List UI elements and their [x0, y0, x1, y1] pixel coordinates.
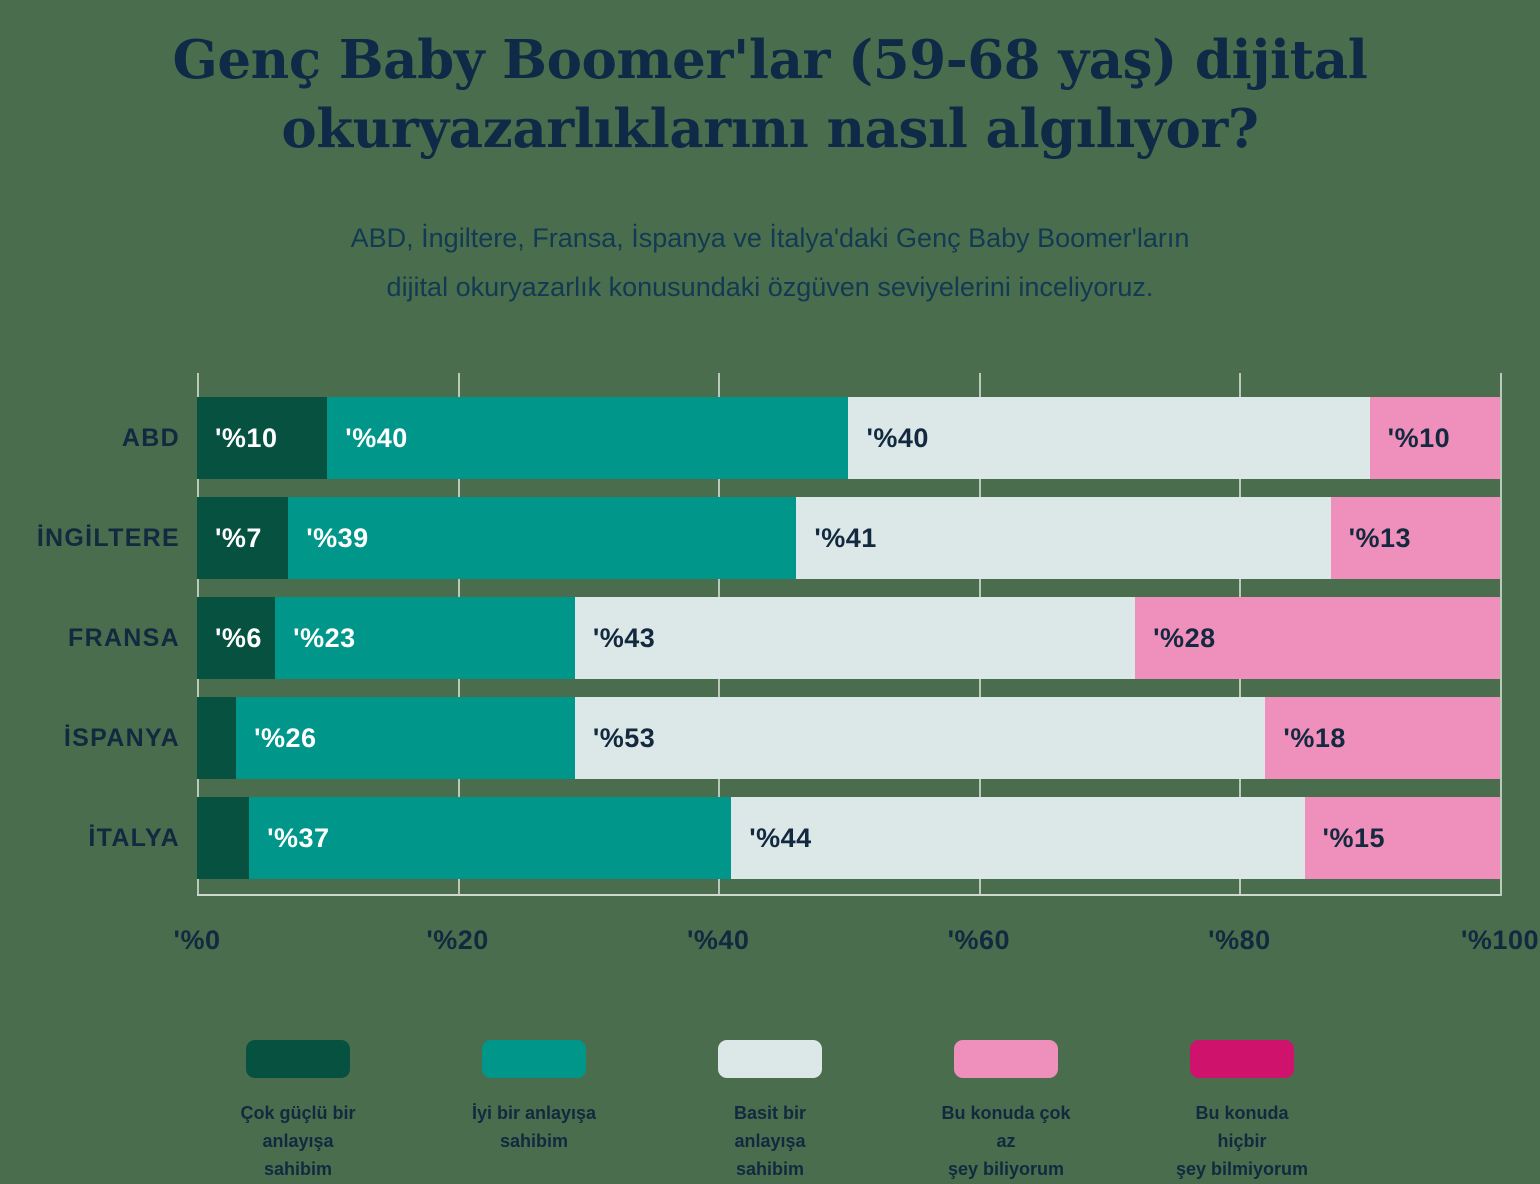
bar-segment[interactable]: '%13: [1330, 497, 1500, 579]
bar-row: '%10 '%40 '%40 '%10: [197, 397, 1500, 479]
bar-segment[interactable]: '%26: [236, 697, 575, 779]
bar-value-label: '%10: [1387, 422, 1451, 453]
legend-item-know-nothing[interactable]: Bu konuda hiçbir şey bilmiyorum: [1172, 1040, 1312, 1184]
bar-segment[interactable]: '%15: [1304, 797, 1500, 879]
bar-value-label: '%23: [293, 622, 356, 653]
legend-swatch: [482, 1040, 586, 1078]
bar-row: '%6 '%23 '%43 '%28: [197, 597, 1500, 679]
y-axis-label: İTALYA: [88, 823, 180, 852]
y-axis-label: ABD: [121, 423, 180, 452]
bar-value-label: '%39: [306, 522, 369, 553]
legend-item-very-strong-understanding[interactable]: Çok güçlü bir anlayışa sahibim: [228, 1040, 368, 1184]
chart-legend: Çok güçlü bir anlayışa sahibim İyi bir an…: [0, 1040, 1540, 1184]
x-axis-tick-label: '%80: [1208, 925, 1271, 955]
y-axis-label: İNGİLTERE: [36, 523, 180, 552]
bar-value-label: '%10: [215, 422, 278, 453]
legend-swatch: [1190, 1040, 1294, 1078]
bar-value-label: '%40: [345, 422, 408, 453]
x-axis-line: [197, 894, 1500, 896]
bar-segment[interactable]: '%53: [574, 697, 1266, 779]
y-axis-label: İSPANYA: [63, 723, 180, 752]
bar-value-label: '%40: [866, 422, 929, 453]
legend-item-good-understanding[interactable]: İyi bir anlayışa sahibim: [464, 1040, 604, 1184]
bar-value-label: '%44: [749, 822, 812, 853]
bar-value-label: '%41: [814, 522, 877, 553]
bar-segment[interactable]: [197, 797, 250, 879]
bar-segment[interactable]: '%44: [731, 797, 1305, 879]
bar-segment[interactable]: '%40: [327, 397, 849, 479]
x-axis-labels: '%0 '%20 '%40 '%60 '%80 '%100: [0, 925, 1540, 965]
y-axis-label: FRANSA: [68, 623, 180, 652]
chart-title: Genç Baby Boomer'lar (59-68 yaş) dijital…: [172, 29, 1368, 160]
x-axis-tick-label: '%0: [173, 925, 221, 955]
bar-segment[interactable]: '%28: [1135, 597, 1500, 679]
legend-label: İyi bir anlayışa sahibim: [471, 1103, 597, 1151]
bar-row: '%26 '%53 '%18: [197, 697, 1500, 779]
bar-segment[interactable]: '%10: [1369, 397, 1500, 479]
bar-segment[interactable]: '%39: [288, 497, 797, 579]
x-axis-tick-label: '%40: [686, 925, 750, 955]
bar-value-label: '%37: [267, 822, 330, 853]
x-axis-tick-label: '%100: [1461, 925, 1539, 955]
bar-value-label: '%13: [1348, 522, 1412, 553]
chart-subtitle: ABD, İngiltere, Fransa, İspanya ve İtaly…: [350, 223, 1190, 303]
bar-value-label: '%43: [592, 622, 656, 653]
y-axis-labels: ABD İNGİLTERE FRANSA İSPANYA İTALYA: [0, 373, 180, 896]
bar-value-label: '%53: [592, 722, 656, 753]
bar-segment[interactable]: '%37: [249, 797, 732, 879]
legend-label: Bu konuda çok az şey biliyorum: [941, 1103, 1071, 1179]
legend-item-basic-understanding[interactable]: Basit bir anlayışa sahibim: [700, 1040, 840, 1184]
x-axis-tick-label: '%60: [947, 925, 1011, 955]
bar-row: '%7 '%39 '%41 '%13: [197, 497, 1500, 579]
legend-label: Çok güçlü bir anlayışa sahibim: [240, 1103, 356, 1179]
bar-segment[interactable]: '%41: [796, 497, 1331, 579]
bar-value-label: '%28: [1153, 622, 1216, 653]
bar-segment[interactable]: '%23: [275, 597, 575, 679]
bar-segment[interactable]: '%6: [197, 597, 276, 679]
bar-value-label: '%26: [254, 722, 317, 753]
legend-label: Bu konuda hiçbir şey bilmiyorum: [1175, 1103, 1309, 1179]
bar-rows: '%10 '%40 '%40 '%10 '%7 '%39 '%41 '%13 '%6 '%23 '%…: [197, 373, 1500, 896]
bar-value-label: '%7: [215, 522, 262, 553]
x-axis-tick-label: '%20: [426, 925, 489, 955]
legend-label: Basit bir anlayışa sahibim: [733, 1103, 807, 1179]
bar-segment[interactable]: [197, 697, 237, 779]
bar-segment[interactable]: '%40: [848, 397, 1370, 479]
plot-area: '%10 '%40 '%40 '%10 '%7 '%39 '%41 '%13 '%6 '%23 '%…: [197, 373, 1502, 896]
bar-value-label: '%15: [1322, 822, 1385, 853]
legend-swatch: [246, 1040, 350, 1078]
bar-segment[interactable]: '%7: [197, 497, 289, 579]
bar-value-label: '%6: [215, 622, 262, 653]
bar-row: '%37 '%44 '%15: [197, 797, 1500, 879]
bar-segment[interactable]: '%18: [1265, 697, 1500, 779]
bar-segment[interactable]: '%10: [197, 397, 328, 479]
legend-swatch: [718, 1040, 822, 1078]
bar-segment[interactable]: '%43: [574, 597, 1136, 679]
bar-value-label: '%18: [1283, 722, 1346, 753]
legend-item-know-very-little[interactable]: Bu konuda çok az şey biliyorum: [936, 1040, 1076, 1184]
legend-swatch: [954, 1040, 1058, 1078]
gridline: [1500, 373, 1502, 896]
